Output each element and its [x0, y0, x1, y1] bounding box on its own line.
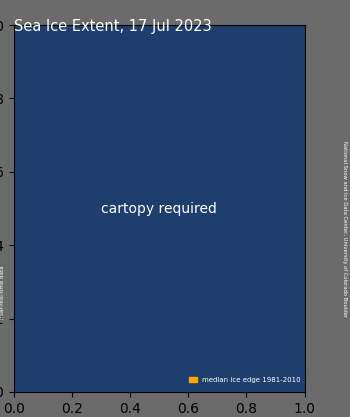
- Text: Sea Ice Extent, 17 Jul 2023: Sea Ice Extent, 17 Jul 2023: [14, 19, 212, 34]
- Text: near-real-time data: near-real-time data: [0, 265, 5, 319]
- Legend: median ice edge 1981-2010: median ice edge 1981-2010: [185, 373, 304, 387]
- Text: cartopy required: cartopy required: [101, 201, 217, 216]
- Text: National Snow and Ice Data Center, University of Colorado Boulder: National Snow and Ice Data Center, Unive…: [342, 141, 347, 317]
